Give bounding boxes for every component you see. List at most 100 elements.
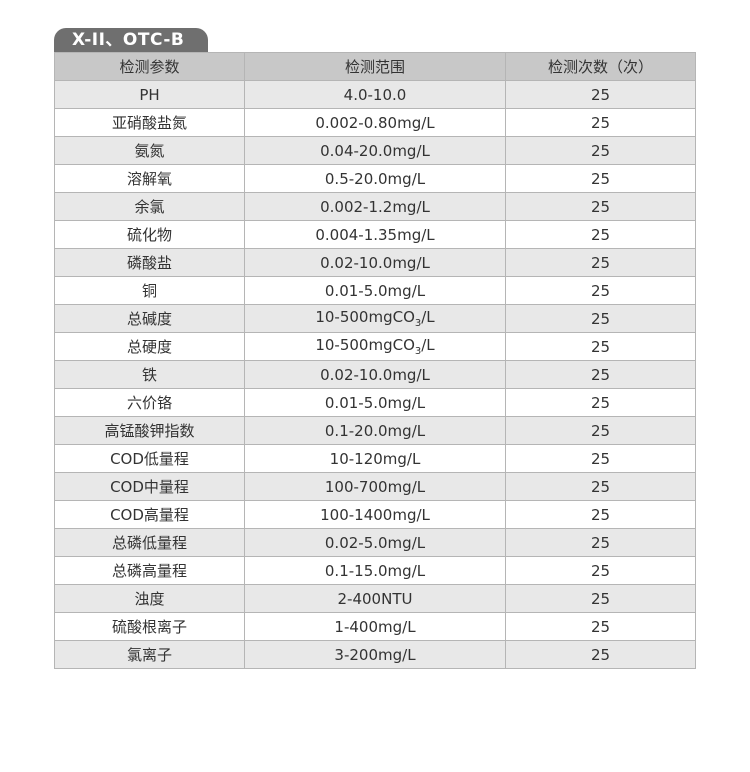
range-subscript: 3 [414, 318, 422, 329]
range-suffix: /L [421, 336, 435, 354]
count-cell: 25 [505, 388, 696, 417]
range-cell: 100-1400mg/L [244, 500, 506, 529]
count-cell: 25 [505, 444, 696, 473]
spec-table: 检测参数 检测范围 检测次数（次） PH 4.0-10.0 25 亚硝酸盐氮 0.… [54, 52, 696, 669]
table-row: 总磷低量程 0.02-5.0mg/L 25 [54, 528, 696, 557]
range-text: 0.04-20.0mg/L [320, 141, 430, 160]
model-tab-title: X-II、OTC-B [54, 28, 208, 52]
count-cell: 25 [505, 192, 696, 221]
parameter-cell: 磷酸盐 [54, 248, 245, 277]
range-cell: 0.5-20.0mg/L [244, 164, 506, 193]
range-cell: 100-700mg/L [244, 472, 506, 501]
count-cell: 25 [505, 80, 696, 109]
range-text: 10-500mgCO [315, 308, 415, 326]
range-cell: 0.01-5.0mg/L [244, 388, 506, 417]
count-cell: 25 [505, 612, 696, 641]
range-text: 100-1400mg/L [320, 505, 430, 524]
table-row: 溶解氧 0.5-20.0mg/L 25 [54, 164, 696, 193]
count-cell: 25 [505, 528, 696, 557]
parameter-cell: 总碱度 [54, 304, 245, 333]
parameter-cell: 浊度 [54, 584, 245, 613]
range-text: 0.5-20.0mg/L [324, 169, 426, 188]
range-text: 10-500mgCO [315, 336, 415, 354]
table-row: 余氯 0.002-1.2mg/L 25 [54, 192, 696, 221]
table-row: COD高量程 100-1400mg/L 25 [54, 500, 696, 529]
parameter-cell: 铁 [54, 360, 245, 389]
table-row: 六价铬 0.01-5.0mg/L 25 [54, 388, 696, 417]
count-cell: 25 [505, 276, 696, 305]
range-cell: 10-500mgCO3/L [244, 332, 506, 361]
count-cell: 25 [505, 332, 696, 361]
table-row: 高锰酸钾指数 0.1-20.0mg/L 25 [54, 416, 696, 445]
range-text: 2-400NTU [337, 589, 413, 608]
range-cell: 0.004-1.35mg/L [244, 220, 506, 249]
parameter-cell: 氯离子 [54, 640, 245, 669]
count-cell: 25 [505, 584, 696, 613]
parameter-cell: 总硬度 [54, 332, 245, 361]
table-row: COD中量程 100-700mg/L 25 [54, 472, 696, 501]
count-cell: 25 [505, 556, 696, 585]
range-cell: 0.1-15.0mg/L [244, 556, 506, 585]
header-range: 检测范围 [244, 52, 506, 81]
range-cell: 1-400mg/L [244, 612, 506, 641]
range-cell: 0.1-20.0mg/L [244, 416, 506, 445]
parameter-cell: 硫酸根离子 [54, 612, 245, 641]
header-parameter: 检测参数 [54, 52, 245, 81]
table-row: COD低量程 10-120mg/L 25 [54, 444, 696, 473]
range-text: 0.002-1.2mg/L [320, 197, 430, 216]
header-count: 检测次数（次） [505, 52, 696, 81]
range-text: 0.02-10.0mg/L [320, 253, 430, 272]
table-row: 总磷高量程 0.1-15.0mg/L 25 [54, 556, 696, 585]
table-row: PH 4.0-10.0 25 [54, 80, 696, 109]
table-row: 氨氮 0.04-20.0mg/L 25 [54, 136, 696, 165]
parameter-cell: 氨氮 [54, 136, 245, 165]
count-cell: 25 [505, 164, 696, 193]
range-cell: 10-500mgCO3/L [244, 304, 506, 333]
parameter-cell: 余氯 [54, 192, 245, 221]
range-text: 4.0-10.0 [343, 85, 407, 104]
count-cell: 25 [505, 248, 696, 277]
range-text: 0.002-0.80mg/L [315, 113, 435, 132]
range-text: 1-400mg/L [334, 617, 416, 636]
count-cell: 25 [505, 472, 696, 501]
range-text: 0.1-20.0mg/L [324, 421, 426, 440]
range-cell: 10-120mg/L [244, 444, 506, 473]
range-text: 3-200mg/L [334, 645, 416, 664]
range-subscript: 3 [414, 346, 422, 357]
parameter-cell: COD中量程 [54, 472, 245, 501]
range-text: 0.01-5.0mg/L [324, 393, 426, 412]
range-cell: 3-200mg/L [244, 640, 506, 669]
table-row: 硫酸根离子 1-400mg/L 25 [54, 612, 696, 641]
table-row: 硫化物 0.004-1.35mg/L 25 [54, 220, 696, 249]
parameter-cell: 铜 [54, 276, 245, 305]
range-text: 0.004-1.35mg/L [315, 225, 435, 244]
table-header-row: 检测参数 检测范围 检测次数（次） [54, 52, 696, 81]
range-suffix: /L [421, 308, 435, 326]
range-cell: 0.002-0.80mg/L [244, 108, 506, 137]
count-cell: 25 [505, 136, 696, 165]
table-row: 氯离子 3-200mg/L 25 [54, 640, 696, 669]
range-cell: 0.02-10.0mg/L [244, 360, 506, 389]
parameter-cell: 六价铬 [54, 388, 245, 417]
parameter-cell: 总磷高量程 [54, 556, 245, 585]
parameter-cell: 溶解氧 [54, 164, 245, 193]
range-cell: 0.002-1.2mg/L [244, 192, 506, 221]
table-row: 浊度 2-400NTU 25 [54, 584, 696, 613]
range-text: 0.1-15.0mg/L [324, 561, 426, 580]
parameter-cell: 硫化物 [54, 220, 245, 249]
count-cell: 25 [505, 220, 696, 249]
range-text: 100-700mg/L [324, 477, 426, 496]
range-text: 10-120mg/L [329, 449, 421, 468]
table-row: 磷酸盐 0.02-10.0mg/L 25 [54, 248, 696, 277]
count-cell: 25 [505, 500, 696, 529]
parameter-cell: COD低量程 [54, 444, 245, 473]
table-row: 总硬度 10-500mgCO3/L 25 [54, 332, 696, 361]
count-cell: 25 [505, 416, 696, 445]
parameter-cell: 亚硝酸盐氮 [54, 108, 245, 137]
table-row: 铁 0.02-10.0mg/L 25 [54, 360, 696, 389]
range-cell: 4.0-10.0 [244, 80, 506, 109]
count-cell: 25 [505, 304, 696, 333]
table-row: 亚硝酸盐氮 0.002-0.80mg/L 25 [54, 108, 696, 137]
range-cell: 2-400NTU [244, 584, 506, 613]
count-cell: 25 [505, 640, 696, 669]
